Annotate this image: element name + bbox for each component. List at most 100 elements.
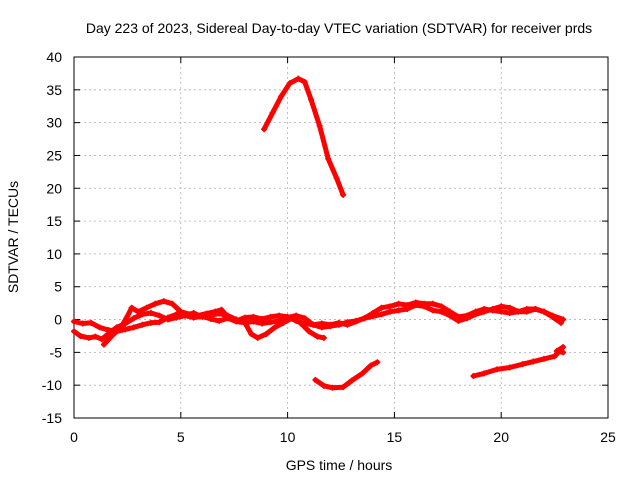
data-point [261,126,268,133]
x-tick-label: 5 [177,429,185,445]
series-line [261,76,346,198]
data-point [305,328,312,335]
data-point [506,309,513,316]
data-point [248,330,255,337]
data-point [348,377,355,384]
data-point [269,109,276,116]
x-tick-label: 25 [600,429,616,445]
data-point [489,307,496,314]
y-tick-label: -15 [42,410,62,426]
data-point [560,349,567,356]
data-point [464,312,471,319]
data-point [156,319,163,326]
data-point [498,308,505,315]
data-point [438,303,445,310]
data-point [96,324,103,331]
data-point [135,308,142,315]
data-point [523,306,530,313]
data-point [325,155,332,162]
data-point [105,327,112,334]
data-point [553,348,560,355]
data-point [344,321,351,328]
data-series-4 [261,75,347,198]
data-point [329,384,336,391]
data-point [481,306,488,313]
data-point [128,304,135,311]
data-point [404,302,411,309]
data-point [92,333,99,340]
y-tick-label: -5 [50,344,63,360]
data-point [194,312,201,319]
data-point [254,334,261,341]
data-point [88,319,95,326]
data-point [218,306,225,313]
data-point [438,308,445,315]
y-tick-label: 30 [46,115,62,131]
data-point [308,96,315,103]
data-series-3 [100,298,567,348]
data-point [551,353,558,360]
data-point [77,332,84,339]
y-tick-label: 25 [46,147,62,163]
data-point [278,93,285,100]
data-point [506,304,513,311]
data-point [481,370,488,377]
data-point [152,300,159,307]
data-point [310,321,317,328]
data-point [207,315,214,322]
data-point [395,307,402,314]
data-point [519,361,526,368]
data-point [387,303,394,310]
data-point [327,321,334,328]
chart-title: Day 223 of 2023, Sidereal Day-to-day VTE… [86,20,592,36]
data-series-6 [470,344,567,379]
data-point [241,314,248,321]
data-point [85,334,92,341]
data-point [515,308,522,315]
data-point [233,317,240,324]
data-point [320,382,327,389]
data-point [532,306,539,313]
data-point [211,308,218,315]
data-point [98,336,105,343]
data-point [374,359,381,366]
data-point [530,358,537,365]
data-point [169,300,176,307]
x-tick-label: 10 [280,429,296,445]
data-point [164,314,171,321]
data-point [540,355,547,362]
data-point [271,324,278,331]
data-point [470,372,477,379]
y-tick-label: -10 [42,377,62,393]
data-point [276,317,283,324]
data-point [560,316,567,323]
data-point [498,303,505,310]
data-point [446,308,453,315]
data-point [472,308,479,315]
x-axis-label: GPS time / hours [286,457,393,473]
data-point [333,175,340,182]
y-axis-label: SDTVAR / TECUs [5,181,21,293]
data-point [378,311,385,318]
data-point [79,320,86,327]
data-point [506,364,513,371]
series-line [470,344,566,379]
data-point [147,309,154,316]
data-point [160,298,167,305]
data-point [186,311,193,318]
y-tick-label: 40 [46,49,62,65]
data-point [276,312,283,319]
data-point [318,320,325,327]
data-point [147,319,154,326]
data-point [293,312,300,319]
data-point [216,317,223,324]
data-point [267,313,274,320]
data-point [540,308,547,315]
data-point [117,324,124,331]
data-point [109,332,116,339]
data-point [421,300,428,307]
data-point [370,309,377,316]
data-point [301,320,308,327]
data-point [284,313,291,320]
data-point [293,317,300,324]
